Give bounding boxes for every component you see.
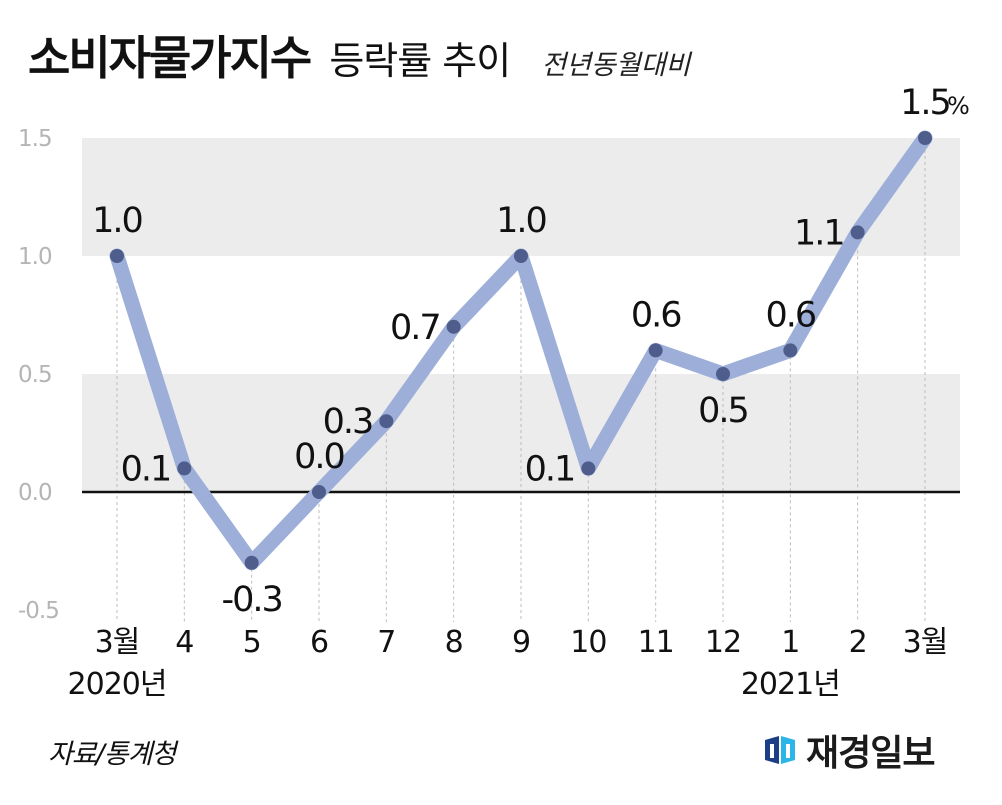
data-point: [379, 414, 394, 429]
data-label: 0.3: [323, 402, 373, 442]
source-note: 자료/통계청: [48, 739, 176, 770]
data-point: [514, 249, 528, 263]
y-tick-label: 1.5: [18, 126, 52, 152]
data-point: [244, 555, 259, 570]
data-label: 0.1: [121, 449, 171, 489]
brand-block: 재경일보: [762, 724, 935, 776]
year-label: 2020년: [68, 667, 167, 702]
data-label-unit: %: [947, 92, 970, 120]
data-label: -0.3: [222, 580, 282, 620]
chart-title: 소비자물가지수: [28, 31, 312, 85]
x-tick-label: 4: [175, 625, 193, 660]
x-tick-label: 3월: [903, 625, 948, 660]
data-label: 1.0: [92, 201, 142, 241]
data-point: [850, 225, 865, 240]
data-label: 1.5: [900, 83, 950, 123]
data-label: 0.0: [294, 437, 344, 477]
data-point: [177, 461, 192, 476]
data-point: [783, 343, 798, 358]
x-tick-label: 5: [243, 625, 261, 660]
x-tick-label: 6: [310, 625, 328, 660]
data-label: 1.0: [496, 201, 546, 241]
data-point: [110, 249, 124, 263]
data-point: [446, 319, 461, 334]
year-label: 2021년: [741, 667, 840, 702]
x-tick-label: 3월: [95, 625, 140, 660]
data-point: [312, 485, 326, 499]
data-label: 1.1: [794, 213, 844, 253]
y-tick-label: 1.0: [18, 244, 52, 270]
x-tick-label: 11: [638, 625, 674, 660]
data-point: [716, 367, 730, 381]
x-tick-label: 9: [512, 625, 530, 660]
chart-title-row: 소비자물가지수 등락률 추이 전년동월대비: [28, 22, 690, 92]
x-tick-label: 2: [849, 625, 867, 660]
x-tick-label: 8: [445, 625, 463, 660]
data-label: 0.5: [698, 391, 748, 431]
shaded-band: [82, 138, 960, 256]
y-tick-label: 0.0: [18, 480, 52, 506]
x-tick-label: 7: [377, 625, 395, 660]
brand-name: 재경일보: [806, 733, 935, 774]
brand-logo-icon: [765, 736, 795, 764]
data-label: 0.1: [525, 449, 575, 489]
data-point: [918, 131, 932, 145]
x-tick-label: 1: [781, 625, 799, 660]
x-tick-label: 10: [570, 625, 606, 660]
y-tick-label: 0.5: [18, 362, 52, 388]
chart-subtitle: 등락률 추이: [329, 39, 511, 83]
data-label: 0.6: [631, 295, 681, 335]
x-tick-label: 12: [705, 625, 741, 660]
data-label: 0.7: [390, 308, 440, 348]
data-point: [581, 461, 596, 476]
data-point: [648, 343, 663, 358]
y-tick-label: -0.5: [18, 598, 59, 624]
chart-note: 전년동월대비: [541, 50, 691, 81]
data-label: 0.6: [765, 295, 815, 335]
